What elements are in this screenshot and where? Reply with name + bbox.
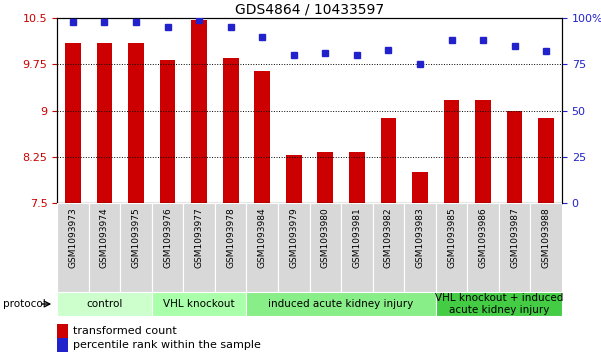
Text: GSM1093977: GSM1093977: [195, 208, 204, 269]
Text: GSM1093988: GSM1093988: [542, 208, 551, 269]
Text: VHL knockout: VHL knockout: [163, 299, 235, 309]
Bar: [57, 203, 89, 292]
Bar: [444, 99, 459, 203]
Text: GSM1093973: GSM1093973: [69, 208, 78, 269]
Bar: [57, 292, 151, 316]
Title: GDS4864 / 10433597: GDS4864 / 10433597: [235, 3, 384, 17]
Bar: [380, 118, 396, 203]
Text: GSM1093983: GSM1093983: [415, 208, 424, 269]
Bar: [436, 292, 562, 316]
Text: GSM1093981: GSM1093981: [352, 208, 361, 269]
Text: GSM1093980: GSM1093980: [321, 208, 330, 269]
Text: protocol: protocol: [3, 299, 46, 309]
Bar: [160, 60, 175, 203]
Bar: [538, 118, 554, 203]
Bar: [278, 203, 310, 292]
Bar: [317, 152, 333, 203]
Bar: [507, 111, 522, 203]
Text: transformed count: transformed count: [73, 326, 177, 336]
Text: percentile rank within the sample: percentile rank within the sample: [73, 340, 261, 350]
Bar: [183, 203, 215, 292]
Text: GSM1093986: GSM1093986: [478, 208, 487, 269]
Bar: [404, 203, 436, 292]
Text: GSM1093975: GSM1093975: [132, 208, 141, 269]
Text: GSM1093974: GSM1093974: [100, 208, 109, 268]
Bar: [412, 172, 428, 203]
Text: GSM1093984: GSM1093984: [258, 208, 267, 268]
Bar: [128, 43, 144, 203]
Text: GSM1093978: GSM1093978: [226, 208, 235, 269]
Bar: [499, 203, 531, 292]
Bar: [246, 203, 278, 292]
Bar: [151, 292, 246, 316]
Text: induced acute kidney injury: induced acute kidney injury: [269, 299, 413, 309]
Bar: [373, 203, 404, 292]
Bar: [191, 20, 207, 203]
Bar: [97, 43, 112, 203]
Bar: [286, 155, 302, 203]
Text: GSM1093987: GSM1093987: [510, 208, 519, 269]
Text: GSM1093982: GSM1093982: [384, 208, 393, 268]
Bar: [89, 203, 120, 292]
Bar: [120, 203, 151, 292]
Bar: [215, 203, 246, 292]
Text: GSM1093985: GSM1093985: [447, 208, 456, 269]
Bar: [246, 292, 436, 316]
Text: GSM1093979: GSM1093979: [289, 208, 298, 269]
Bar: [436, 203, 468, 292]
Bar: [341, 203, 373, 292]
Text: control: control: [86, 299, 123, 309]
Bar: [531, 203, 562, 292]
Bar: [223, 58, 239, 203]
Bar: [254, 71, 270, 203]
Bar: [151, 203, 183, 292]
Text: VHL knockout + induced
acute kidney injury: VHL knockout + induced acute kidney inju…: [435, 293, 563, 315]
Bar: [310, 203, 341, 292]
Bar: [468, 203, 499, 292]
Bar: [65, 43, 81, 203]
Bar: [349, 152, 365, 203]
Bar: [475, 99, 491, 203]
Text: GSM1093976: GSM1093976: [163, 208, 172, 269]
